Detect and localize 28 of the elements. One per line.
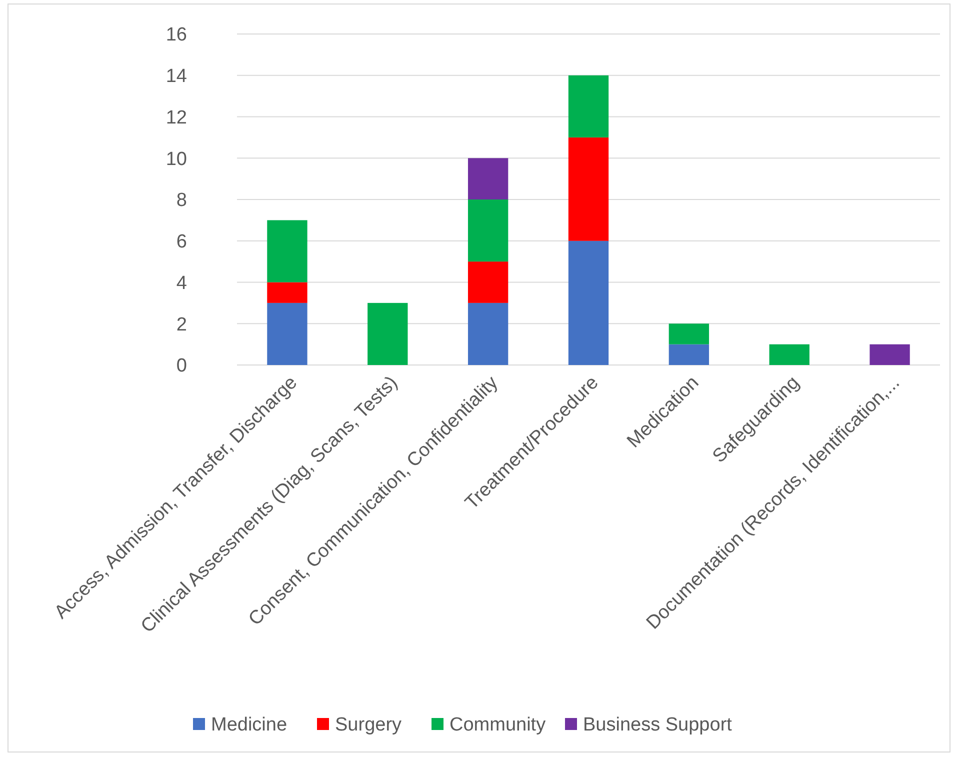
bar <box>368 302 408 365</box>
bar <box>668 324 710 344</box>
y-tick-label: 16 <box>166 24 187 46</box>
bar <box>468 302 508 365</box>
y-tick-label: 8 <box>176 190 187 212</box>
bar <box>568 137 609 241</box>
bar <box>267 302 308 365</box>
legend-label: Community <box>450 714 546 736</box>
y-tick-label: 2 <box>176 314 187 336</box>
y-tick-label: 4 <box>176 272 188 294</box>
y-tick-label: 6 <box>176 232 187 253</box>
bar <box>568 240 609 365</box>
bar <box>668 344 710 365</box>
bar <box>870 344 910 365</box>
bar <box>267 220 308 282</box>
bar <box>568 75 609 138</box>
bar <box>468 262 508 303</box>
y-tick-label: 10 <box>166 148 187 170</box>
legend-label: Surgery <box>335 714 402 736</box>
legend-label: Medicine <box>211 714 288 736</box>
legend-label: Business Support <box>583 714 733 736</box>
bar <box>468 200 508 262</box>
bar <box>769 344 810 365</box>
y-tick-label: 0 <box>176 356 187 377</box>
y-tick-label: 12 <box>166 107 187 128</box>
bar <box>267 282 308 303</box>
bar <box>468 158 508 200</box>
y-tick-label: 14 <box>166 66 188 88</box>
